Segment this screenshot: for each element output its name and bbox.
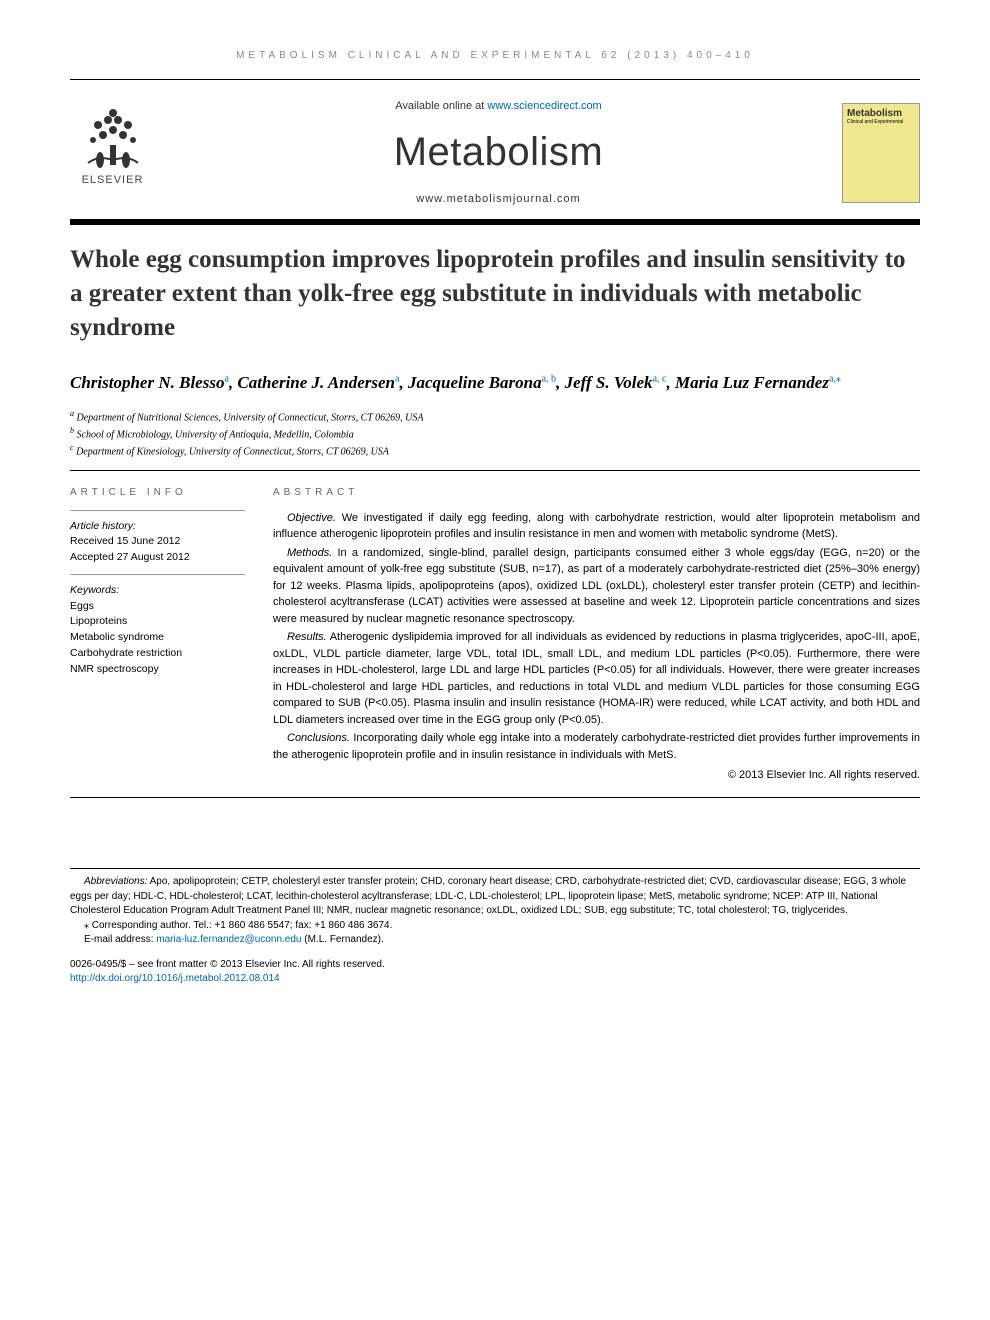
history-label: Article history:: [70, 520, 136, 532]
thick-rule: [70, 219, 920, 225]
available-prefix: Available online at: [395, 100, 487, 112]
keyword: Eggs: [70, 600, 94, 612]
header-center: Available online at www.sciencedirect.co…: [155, 100, 842, 205]
abbrev-label: Abbreviations:: [84, 876, 147, 887]
info-rule-1: [70, 510, 245, 511]
doi-link[interactable]: http://dx.doi.org/10.1016/j.metabol.2012…: [70, 973, 280, 984]
article-info-label: ARTICLE INFO: [70, 487, 245, 498]
article-title: Whole egg consumption improves lipoprote…: [70, 243, 920, 344]
abstract-label: ABSTRACT: [273, 487, 920, 498]
available-online-line: Available online at www.sciencedirect.co…: [155, 100, 842, 112]
author-list: Christopher N. Blessoa, Catherine J. And…: [70, 370, 920, 396]
keyword: Lipoproteins: [70, 615, 127, 627]
cover-title: Metabolism: [847, 108, 915, 119]
keyword: Carbohydrate restriction: [70, 647, 182, 659]
cover-subtitle: Clinical and Experimental: [847, 119, 915, 125]
received-date: Received 15 June 2012: [70, 535, 180, 547]
abstract-column: ABSTRACT Objective. We investigated if d…: [273, 487, 920, 782]
mid-rule-1: [70, 470, 920, 471]
elsevier-label: ELSEVIER: [82, 174, 144, 186]
elsevier-tree-icon: [78, 105, 148, 170]
email-attribution: (M.L. Fernandez).: [301, 934, 383, 945]
accepted-date: Accepted 27 August 2012: [70, 551, 190, 563]
journal-url: www.metabolismjournal.com: [155, 193, 842, 205]
info-rule-2: [70, 574, 245, 575]
bottom-block: 0026-0495/$ – see front matter © 2013 El…: [70, 958, 920, 986]
abbrev-text: Apo, apolipoprotein; CETP, cholesteryl e…: [70, 876, 906, 916]
article-history: Article history: Received 15 June 2012 A…: [70, 519, 245, 566]
email-label: E-mail address:: [84, 934, 156, 945]
journal-cover-thumbnail: Metabolism Clinical and Experimental: [842, 103, 920, 203]
mid-rule-2: [70, 797, 920, 798]
footnotes: Abbreviations: Apo, apolipoprotein; CETP…: [70, 868, 920, 948]
keywords-label: Keywords:: [70, 584, 119, 596]
abstract-copyright: © 2013 Elsevier Inc. All rights reserved…: [273, 769, 920, 781]
elsevier-logo: ELSEVIER: [70, 105, 155, 200]
sciencedirect-link[interactable]: www.sciencedirect.com: [487, 100, 601, 112]
article-info-column: ARTICLE INFO Article history: Received 1…: [70, 487, 245, 782]
info-abstract-row: ARTICLE INFO Article history: Received 1…: [70, 487, 920, 782]
keywords-block: Keywords: Eggs Lipoproteins Metabolic synd…: [70, 583, 245, 678]
corresponding-author-line: ⁎ Corresponding author. Tel.: +1 860 486…: [70, 919, 920, 934]
top-rule: [70, 79, 920, 80]
keyword: NMR spectroscopy: [70, 663, 159, 675]
affiliations: a Department of Nutritional Sciences, Un…: [70, 408, 920, 460]
email-link[interactable]: maria-luz.fernandez@uconn.edu: [156, 934, 301, 945]
front-matter-line: 0026-0495/$ – see front matter © 2013 El…: [70, 958, 920, 972]
email-line: E-mail address: maria-luz.fernandez@ucon…: [70, 933, 920, 948]
running-head: METABOLISM CLINICAL AND EXPERIMENTAL 62 …: [70, 50, 920, 61]
abstract-text: Objective. We investigated if daily egg …: [273, 510, 920, 764]
abbreviations-line: Abbreviations: Apo, apolipoprotein; CETP…: [70, 875, 920, 919]
journal-title: Metabolism: [155, 130, 842, 175]
keyword: Metabolic syndrome: [70, 631, 164, 643]
journal-header: ELSEVIER Available online at www.science…: [70, 88, 920, 213]
